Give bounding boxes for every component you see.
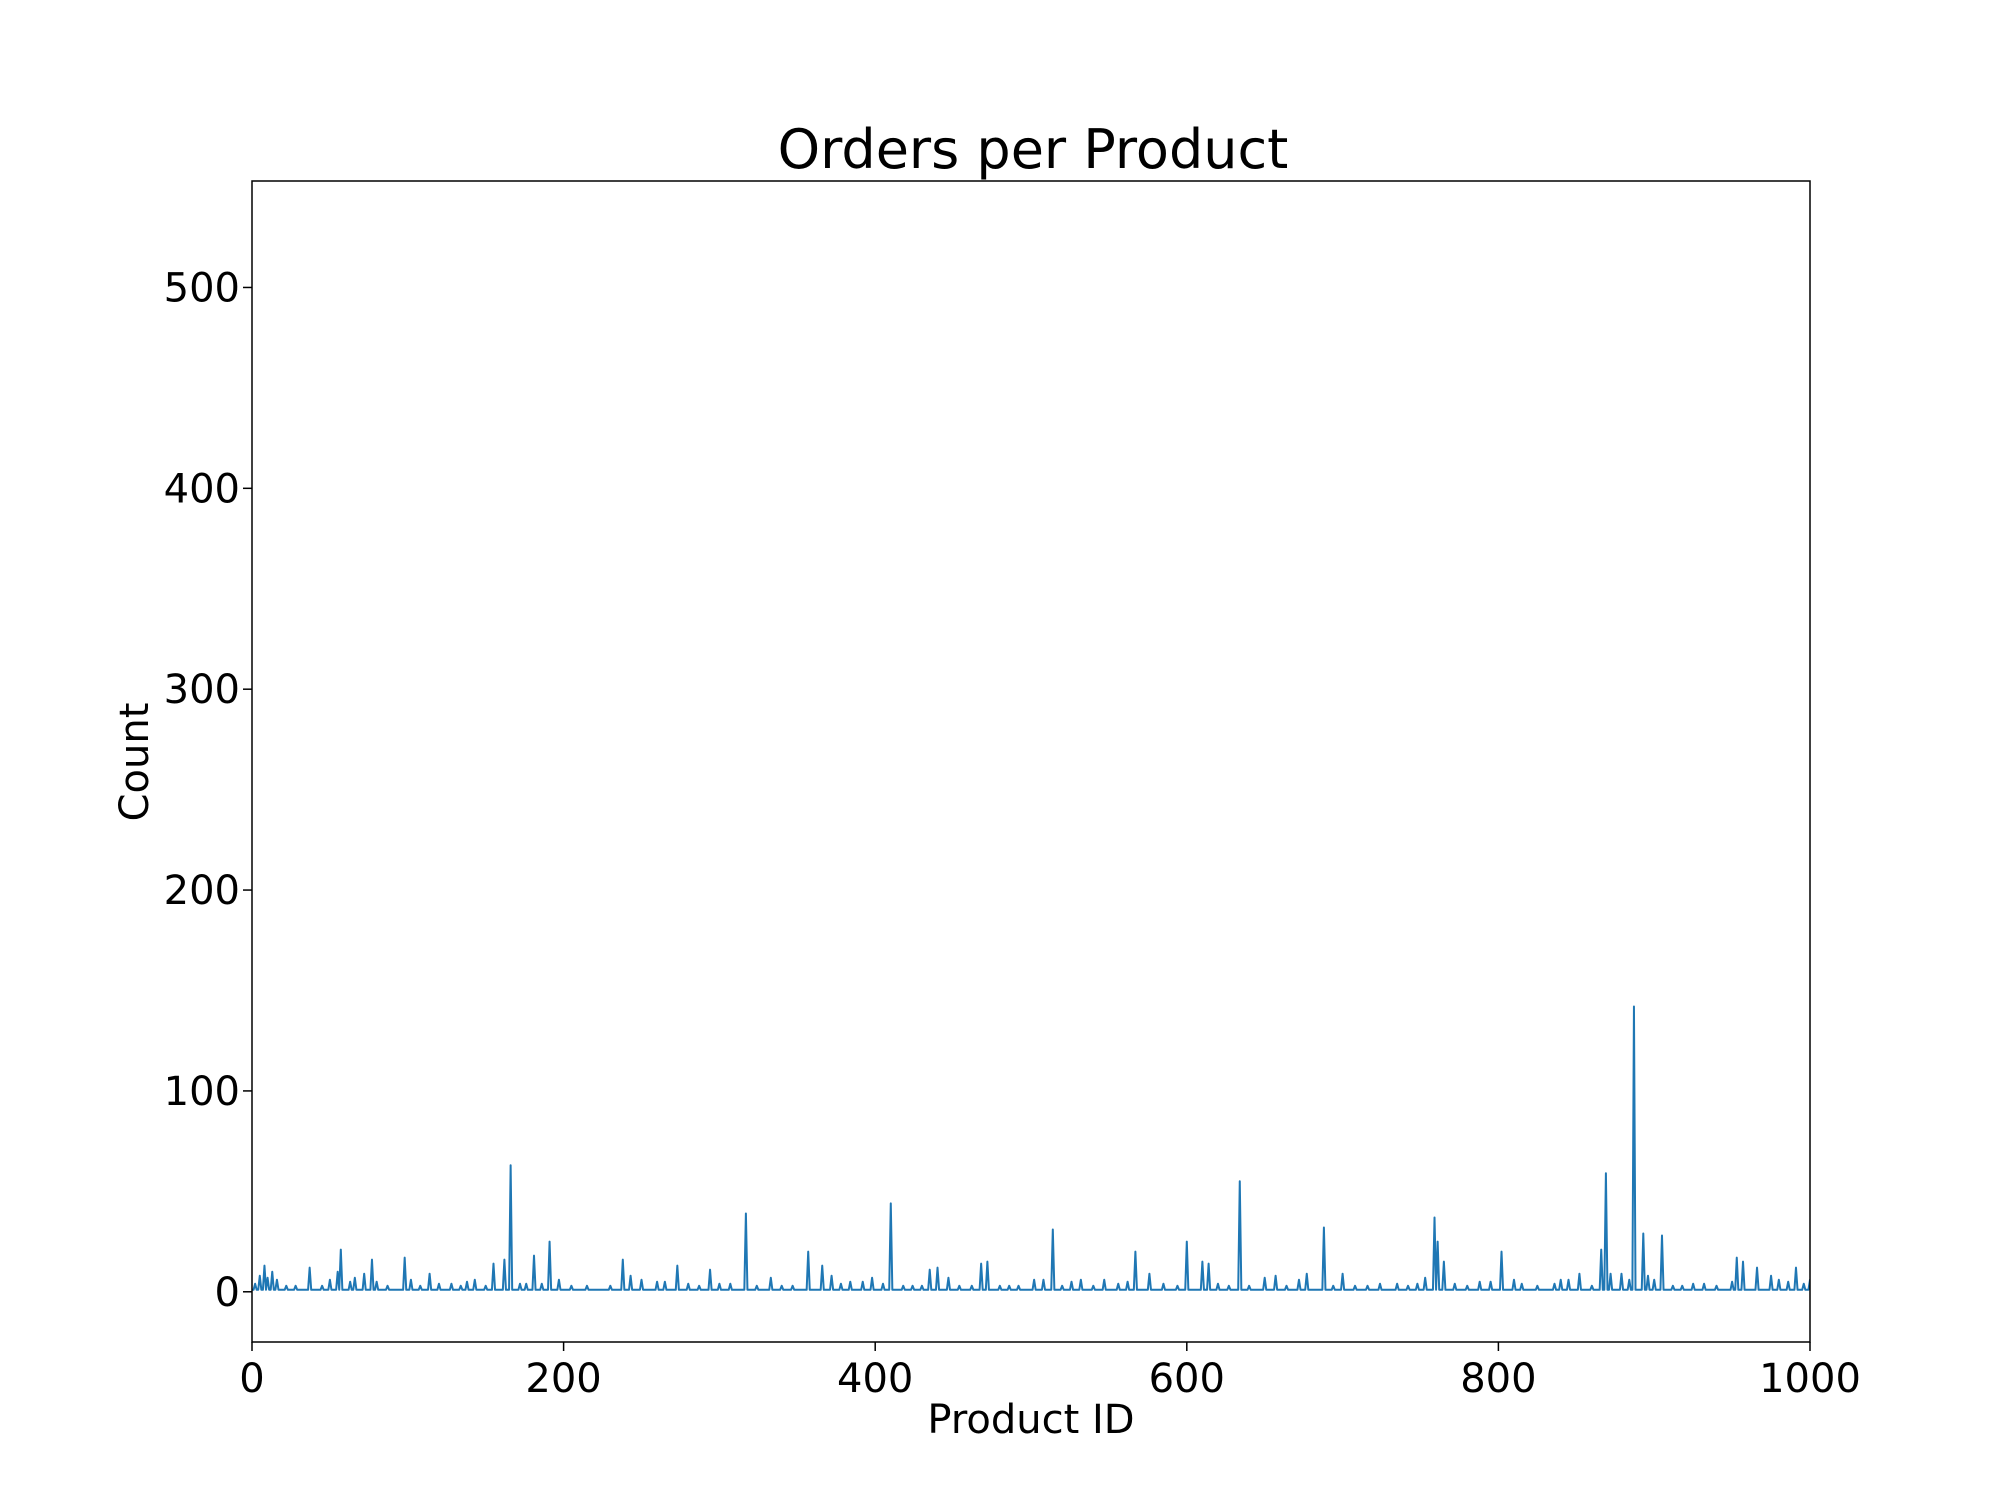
y-tick-label: 400 <box>164 466 240 512</box>
plot-frame <box>251 180 1811 1343</box>
x-axis-label: Product ID <box>927 1397 1134 1443</box>
x-axis: 0 200 400 600 800 1000 <box>239 1342 1861 1402</box>
chart-title: Orders per Product <box>778 118 1289 181</box>
x-tick-label: 200 <box>525 1356 601 1402</box>
x-tick-label: 400 <box>837 1356 913 1402</box>
y-tick-label: 200 <box>164 868 240 914</box>
y-axis: 0 100 200 300 400 500 <box>164 265 252 1316</box>
y-tick-label: 0 <box>215 1270 240 1316</box>
y-axis-label: Count <box>112 703 158 822</box>
y-tick-label: 100 <box>164 1069 240 1115</box>
y-tick-label: 500 <box>164 265 240 311</box>
x-tick-label: 600 <box>1149 1356 1225 1402</box>
x-tick-label: 1000 <box>1759 1356 1861 1402</box>
y-tick-label: 300 <box>164 667 240 713</box>
x-tick-label: 0 <box>239 1356 264 1402</box>
series-line-0 <box>252 1005 1810 1291</box>
series-layer <box>252 1005 1810 1291</box>
plot-area <box>251 180 1811 1343</box>
x-tick-label: 800 <box>1460 1356 1536 1402</box>
